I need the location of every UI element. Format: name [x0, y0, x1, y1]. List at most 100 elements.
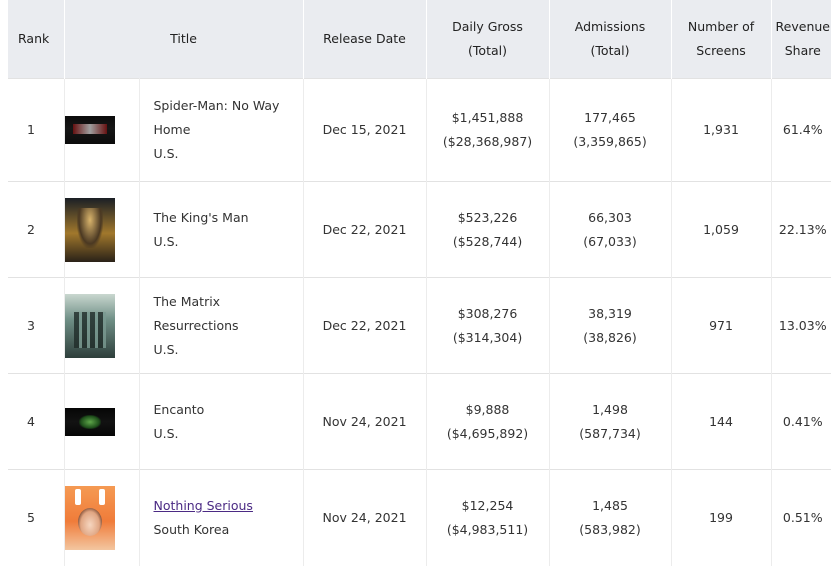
admissions: 66,303 — [588, 209, 632, 225]
poster-cell — [64, 469, 140, 566]
poster-cell — [64, 373, 140, 470]
revenue-share-cell: 61.4% — [771, 78, 831, 182]
daily-gross: $9,888 — [465, 401, 510, 417]
header-daily-gross-sub: (Total) — [468, 43, 507, 58]
movie-country: U.S. — [153, 233, 179, 249]
poster-face — [77, 507, 102, 536]
admissions: 1,498 — [592, 401, 628, 417]
admissions-cell: 177,465 (3,359,865) — [549, 78, 672, 182]
daily-gross: $1,451,888 — [451, 110, 524, 125]
admissions: 1,485 — [592, 497, 628, 513]
rank-cell: 3 — [8, 277, 65, 374]
release-date-cell: Nov 24, 2021 — [303, 469, 427, 566]
movie-title: Encanto — [153, 401, 205, 417]
release-date-cell: Dec 15, 2021 — [303, 78, 427, 182]
total-admissions: (3,359,865) — [573, 134, 647, 149]
table-row: 3 The Matrix Resurrections U.S. Dec 22, … — [8, 277, 831, 374]
daily-gross-cell: $12,254 ($4,983,511) — [426, 469, 550, 566]
poster-mark — [98, 488, 105, 505]
title-cell: The King's Man U.S. — [139, 181, 304, 278]
title-cell: Encanto U.S. — [139, 373, 304, 470]
table-row: 2 The King's Man U.S. Dec 22, 2021 $523,… — [8, 181, 831, 278]
header-screens: Number of Screens — [671, 0, 772, 79]
movie-country: South Korea — [153, 521, 230, 537]
total-admissions: (587,734) — [579, 425, 641, 441]
total-gross: ($528,744) — [452, 233, 523, 249]
title-cell: Nothing Serious South Korea — [139, 469, 304, 566]
box-office-table: Rank Title Release Date Daily Gross (Tot… — [8, 0, 831, 566]
movie-country: U.S. — [153, 146, 179, 161]
header-daily-gross-label: Daily Gross — [452, 19, 523, 34]
daily-gross: $523,226 — [457, 209, 518, 225]
header-daily-gross: Daily Gross (Total) — [426, 0, 550, 79]
total-gross: ($314,304) — [452, 329, 523, 345]
table-header-row: Rank Title Release Date Daily Gross (Tot… — [8, 0, 831, 79]
poster-figure — [73, 311, 106, 348]
screens-cell: 199 — [671, 469, 772, 566]
total-admissions: (67,033) — [583, 233, 637, 249]
poster-image[interactable] — [64, 116, 115, 144]
poster-image[interactable] — [64, 407, 115, 436]
total-gross: ($28,368,987) — [442, 134, 533, 149]
movie-country: U.S. — [153, 425, 179, 441]
daily-gross-cell: $308,276 ($314,304) — [426, 277, 550, 374]
daily-gross-cell: $1,451,888 ($28,368,987) — [426, 78, 550, 182]
header-release-date: Release Date — [303, 0, 427, 79]
movie-title: The King's Man — [153, 209, 249, 225]
rank-cell: 2 — [8, 181, 65, 278]
rank-cell: 5 — [8, 469, 65, 566]
header-admissions: Admissions (Total) — [549, 0, 672, 79]
revenue-share-cell: 22.13% — [771, 181, 831, 278]
header-revenue-sub: Share — [784, 43, 821, 58]
release-date-cell: Dec 22, 2021 — [303, 181, 427, 278]
table-row: 4 Encanto U.S. Nov 24, 2021 $9,888 ($4,6… — [8, 373, 831, 470]
rank-cell: 4 — [8, 373, 65, 470]
daily-gross-cell: $523,226 ($528,744) — [426, 181, 550, 278]
admissions-cell: 38,319 (38,826) — [549, 277, 672, 374]
movie-country: U.S. — [153, 341, 179, 357]
poster-image[interactable] — [64, 485, 115, 550]
total-admissions: (583,982) — [579, 521, 641, 537]
admissions-cell: 1,498 (587,734) — [549, 373, 672, 470]
release-date-cell: Nov 24, 2021 — [303, 373, 427, 470]
poster-figure — [76, 207, 103, 248]
admissions: 177,465 — [584, 110, 636, 125]
header-rank: Rank — [8, 0, 65, 79]
header-screens-label: Number of — [687, 19, 755, 34]
header-screens-sub: Screens — [696, 43, 746, 58]
screens-cell: 971 — [671, 277, 772, 374]
title-cell: Spider-Man: No Way Home U.S. — [139, 78, 304, 182]
header-title: Title — [64, 0, 304, 79]
revenue-share-cell: 13.03% — [771, 277, 831, 374]
poster-logo — [72, 124, 107, 134]
daily-gross-cell: $9,888 ($4,695,892) — [426, 373, 550, 470]
admissions-cell: 66,303 (67,033) — [549, 181, 672, 278]
release-date-cell: Dec 22, 2021 — [303, 277, 427, 374]
table-row: 5 Nothing Serious South Korea Nov 24, 20… — [8, 469, 831, 566]
header-admissions-sub: (Total) — [590, 43, 630, 58]
movie-title-cont: Home — [153, 122, 191, 137]
admissions: 38,319 — [588, 305, 632, 321]
total-admissions: (38,826) — [583, 329, 637, 345]
revenue-share-cell: 0.51% — [771, 469, 831, 566]
total-gross: ($4,695,892) — [446, 425, 529, 441]
poster-cell — [64, 181, 140, 278]
poster-cell — [64, 78, 140, 182]
poster-image[interactable] — [64, 197, 115, 262]
header-revenue-share: Revenue Share — [771, 0, 831, 79]
rank-cell: 1 — [8, 78, 65, 182]
title-cell: The Matrix Resurrections U.S. — [139, 277, 304, 374]
admissions-cell: 1,485 (583,982) — [549, 469, 672, 566]
poster-image[interactable] — [64, 293, 115, 358]
header-revenue-label: Revenue — [775, 19, 830, 34]
poster-logo — [78, 414, 101, 429]
movie-title: Spider-Man: No Way — [153, 98, 280, 113]
header-admissions-label: Admissions — [574, 19, 646, 34]
movie-title-link[interactable]: Nothing Serious — [153, 497, 253, 513]
table-row: 1 Spider-Man: No Way Home U.S. Dec 15, 2… — [8, 78, 831, 182]
poster-mark — [74, 488, 81, 505]
daily-gross: $308,276 — [457, 305, 518, 321]
revenue-share-cell: 0.41% — [771, 373, 831, 470]
poster-cell — [64, 277, 140, 374]
daily-gross: $12,254 — [461, 497, 514, 513]
